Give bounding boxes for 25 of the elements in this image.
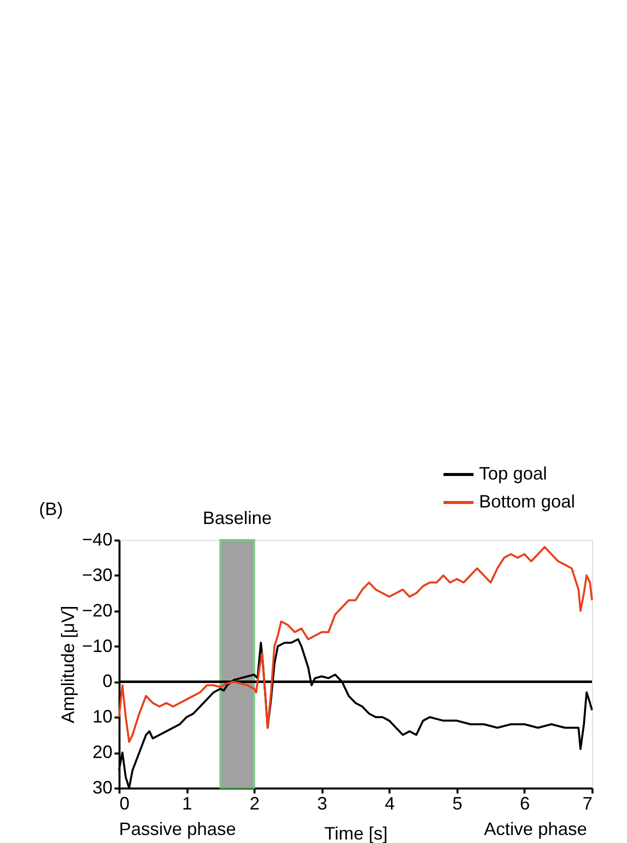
- band-label: Baseline: [202, 508, 272, 528]
- y-tick-label: 20: [92, 742, 112, 762]
- legend-label: Top goal: [479, 464, 548, 484]
- y-tick-label: −40: [82, 530, 112, 550]
- y-tick-label: −20: [82, 600, 112, 620]
- x-tick-label: 6: [520, 794, 530, 814]
- x-tick-label: 4: [384, 794, 395, 814]
- x-tick-label: 0: [120, 794, 130, 814]
- y-tick-label: 10: [92, 706, 112, 727]
- x-tick-label: 1: [182, 794, 192, 814]
- y-tick-label: −10: [82, 636, 112, 656]
- x-axis-title: Time [s]: [324, 824, 388, 843]
- line-series: [118, 546, 593, 743]
- text: Active phase: [484, 819, 587, 839]
- x-tick-label: 5: [452, 794, 462, 814]
- y-axis-title: Amplitude [μV]: [58, 606, 78, 724]
- x-tick-label: 3: [317, 794, 328, 814]
- text: (B): [39, 499, 63, 519]
- y-tick-label: 0: [102, 671, 112, 692]
- x-tick-label: 2: [250, 794, 260, 814]
- legend-label: Bottom goal: [479, 492, 576, 512]
- y-tick-label: −30: [82, 564, 112, 585]
- text: Passive phase: [119, 819, 236, 839]
- x-tick-label: 7: [582, 794, 592, 814]
- y-tick-label: 30: [92, 778, 112, 798]
